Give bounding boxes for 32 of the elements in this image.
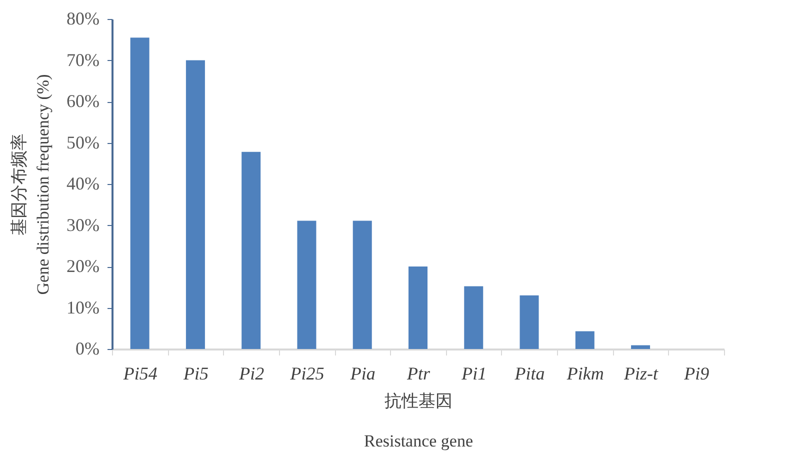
- x-tick-label: Pi2: [238, 364, 264, 384]
- bar: [575, 331, 594, 349]
- y-tick-label: 30%: [66, 214, 100, 235]
- x-tick-label: Pi25: [289, 364, 324, 384]
- y-tick-label: 70%: [66, 50, 100, 70]
- y-tick-label: 40%: [66, 174, 100, 194]
- text: 抗性基因 Resistance gene: [364, 392, 474, 450]
- x-tick-label: Piz-t: [623, 364, 660, 384]
- bar: [186, 60, 205, 349]
- y-tick-label: 60%: [66, 91, 100, 111]
- bar: [130, 38, 150, 349]
- y-tick-label: 50%: [66, 132, 100, 152]
- bar: [242, 152, 261, 349]
- y-axis-title: 基因分布频率 Gene distribution frequency (%): [10, 74, 53, 295]
- x-tick-label: Pikm: [566, 364, 604, 384]
- bar: [352, 220, 372, 349]
- x-tick-label: Pi54: [122, 364, 158, 384]
- y-tick-label: 20%: [66, 256, 100, 276]
- y-tick-label: 10%: [66, 297, 100, 318]
- bar: [297, 220, 316, 349]
- y-tick-label: 0%: [76, 338, 100, 358]
- x-tick-label: Pi9: [683, 364, 710, 384]
- x-tick-label: Pi1: [460, 364, 487, 384]
- x-tick-label: Pi5: [182, 364, 208, 384]
- x-tick-label: Ptr: [406, 364, 431, 384]
- bar: [520, 295, 539, 349]
- x-tick-label: Pia: [349, 364, 376, 384]
- bar: [631, 345, 650, 349]
- bar: [408, 266, 428, 349]
- x-tick-label: Pita: [514, 364, 545, 384]
- bar: [464, 286, 484, 349]
- y-tick-label: 80%: [66, 8, 100, 28]
